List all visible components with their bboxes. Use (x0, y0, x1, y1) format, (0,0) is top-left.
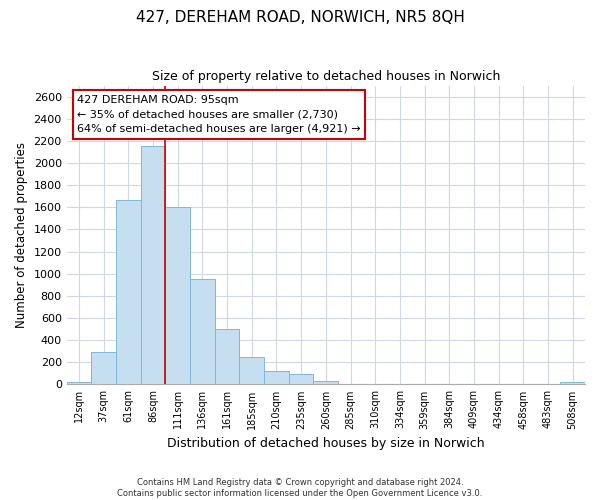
Text: 427, DEREHAM ROAD, NORWICH, NR5 8QH: 427, DEREHAM ROAD, NORWICH, NR5 8QH (136, 10, 464, 25)
Bar (166, 207, 190, 384)
Bar (141, 146, 166, 384)
Bar (264, 371, 289, 384)
Bar (313, 381, 338, 384)
Bar (289, 374, 313, 384)
Title: Size of property relative to detached houses in Norwich: Size of property relative to detached ho… (152, 70, 500, 83)
Bar (116, 200, 141, 384)
X-axis label: Distribution of detached houses by size in Norwich: Distribution of detached houses by size … (167, 437, 485, 450)
Bar (560, 382, 585, 384)
Bar (91, 352, 116, 384)
Bar (215, 328, 239, 384)
Bar (67, 382, 91, 384)
Bar (190, 278, 215, 384)
Bar (239, 357, 264, 384)
Text: Contains HM Land Registry data © Crown copyright and database right 2024.
Contai: Contains HM Land Registry data © Crown c… (118, 478, 482, 498)
Y-axis label: Number of detached properties: Number of detached properties (15, 142, 28, 328)
Text: 427 DEREHAM ROAD: 95sqm
← 35% of detached houses are smaller (2,730)
64% of semi: 427 DEREHAM ROAD: 95sqm ← 35% of detache… (77, 94, 361, 134)
